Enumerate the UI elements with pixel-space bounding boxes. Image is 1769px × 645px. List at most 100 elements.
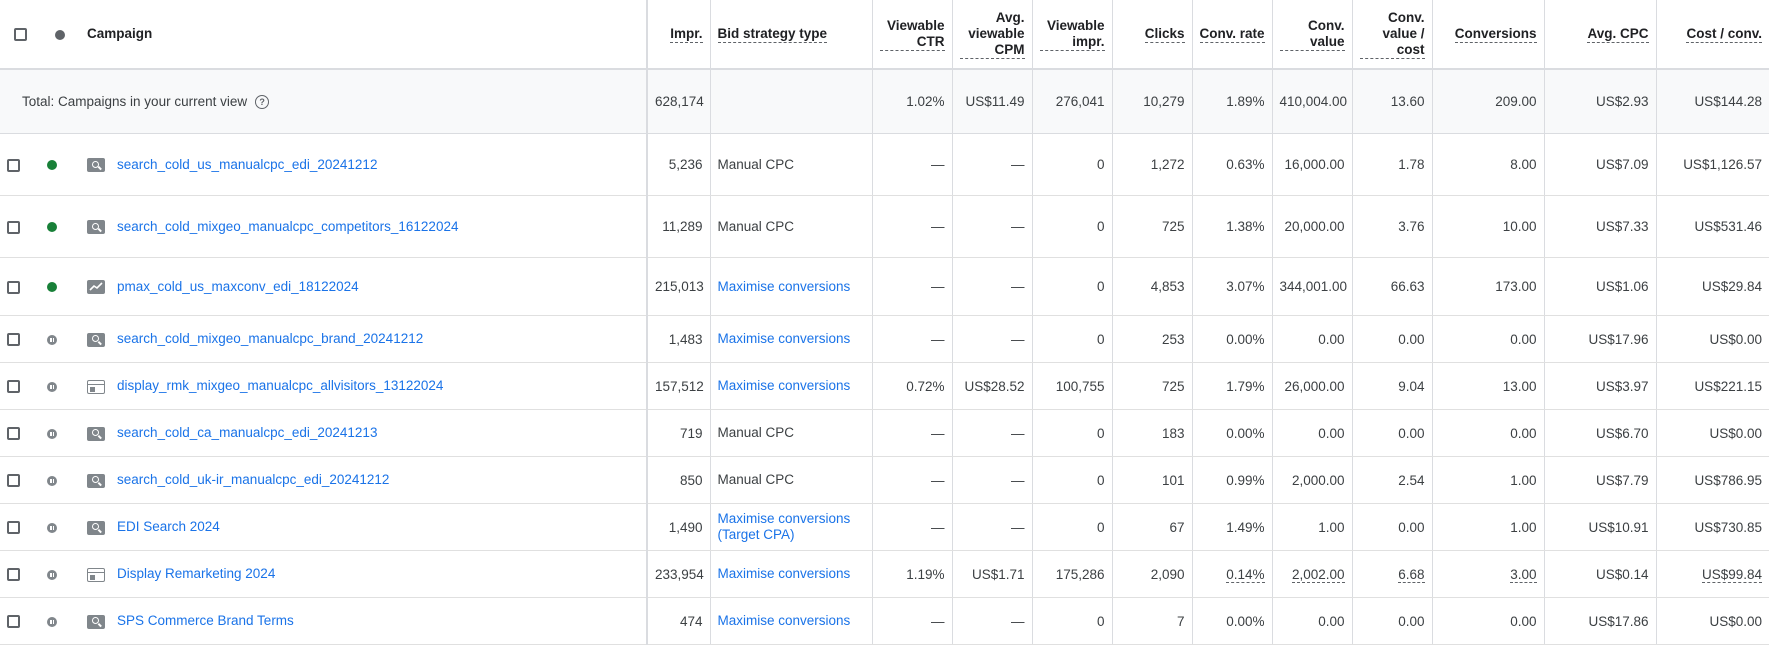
checkbox-icon[interactable] [7,427,20,441]
conv-value-cost-value[interactable]: 6.68 [1398,566,1425,583]
header-conv-value-cost[interactable]: Conv. value / cost [1352,0,1433,70]
row-bid-strategy[interactable]: Maximise conversions [710,597,873,645]
checkbox-icon[interactable] [7,158,20,172]
row-status[interactable] [40,409,80,457]
campaign-link[interactable]: EDI Search 2024 [117,519,220,535]
table-row[interactable]: SPS Commerce Brand Terms 474 Maximise conv… [0,597,1769,645]
row-bid-strategy[interactable]: Maximise conversions [710,362,873,410]
status-paused-icon[interactable] [47,381,57,392]
conv-rate-value[interactable]: 0.14% [1226,566,1265,583]
header-bid-strategy[interactable]: Bid strategy type [710,0,873,70]
header-viewable-ctr[interactable]: Viewable CTR [872,0,953,70]
row-status[interactable] [40,503,80,551]
checkbox-icon[interactable] [7,474,20,488]
table-row[interactable]: search_cold_mixgeo_manualcpc_brand_20241… [0,315,1769,363]
campaign-link[interactable]: display_rmk_mixgeo_manualcpc_allvisitors… [117,378,444,394]
table-row[interactable]: search_cold_mixgeo_manualcpc_competitors… [0,195,1769,258]
bid-strategy-text[interactable]: Maximise conversions (Target CPA) [717,511,851,542]
help-icon[interactable]: ? [255,95,270,110]
checkbox-icon[interactable] [7,615,20,629]
header-clicks[interactable]: Clicks [1112,0,1193,70]
checkbox-icon[interactable] [13,28,27,42]
header-status[interactable] [40,0,80,70]
header-campaign-label: Campaign [87,26,153,41]
header-cost-conv[interactable]: Cost / conv. [1656,0,1769,70]
row-select[interactable] [0,503,40,551]
row-select[interactable] [0,362,40,410]
status-paused-icon[interactable] [47,616,57,627]
status-enabled-icon[interactable] [47,222,57,233]
row-status[interactable] [40,133,80,196]
conv-value-value[interactable]: 2,002.00 [1291,566,1345,583]
row-status[interactable] [40,362,80,410]
table-row[interactable]: EDI Search 2024 1,490 Maximise conversions… [0,503,1769,551]
bid-strategy-text[interactable]: Maximise conversions [717,613,851,628]
status-paused-icon[interactable] [47,334,57,345]
table-row[interactable]: pmax_cold_us_maxconv_edi_18122024 215,013… [0,257,1769,316]
row-bid-strategy[interactable]: Maximise conversions [710,315,873,363]
bid-strategy-text[interactable]: Maximise conversions [717,331,851,346]
checkbox-icon[interactable] [7,380,20,394]
row-status[interactable] [40,315,80,363]
row-status[interactable] [40,257,80,316]
checkbox-icon[interactable] [7,280,20,294]
checkbox-icon[interactable] [7,521,20,535]
header-avg-viewable-cpm[interactable]: Avg. viewable CPM [952,0,1033,70]
bid-strategy-text[interactable]: Maximise conversions [717,566,851,581]
campaign-link[interactable]: pmax_cold_us_maxconv_edi_18122024 [117,278,359,294]
cost-conv-value[interactable]: US$99.84 [1701,566,1762,583]
row-select[interactable] [0,133,40,196]
checkbox-icon[interactable] [7,568,20,582]
header-conv-value-label: Conv. value [1279,18,1345,51]
status-paused-icon[interactable] [47,569,57,580]
row-campaign: EDI Search 2024 [80,503,648,551]
checkbox-icon[interactable] [7,333,20,347]
campaign-link[interactable]: search_cold_ca_manualcpc_edi_20241213 [117,425,378,441]
status-paused-icon[interactable] [47,428,57,439]
table-row[interactable]: Display Remarketing 2024 233,954 Maximise … [0,550,1769,598]
status-enabled-icon[interactable] [47,282,57,293]
header-campaign[interactable]: Campaign [80,0,648,70]
row-select[interactable] [0,315,40,363]
row-status[interactable] [40,195,80,258]
row-status[interactable] [40,597,80,645]
row-select[interactable] [0,257,40,316]
campaign-link[interactable]: SPS Commerce Brand Terms [117,613,294,629]
campaign-link[interactable]: Display Remarketing 2024 [117,566,276,582]
row-impr: 850 [647,456,711,504]
table-row[interactable]: display_rmk_mixgeo_manualcpc_allvisitors… [0,362,1769,410]
header-conversions[interactable]: Conversions [1432,0,1545,70]
campaign-link[interactable]: search_cold_mixgeo_manualcpc_brand_20241… [117,331,424,347]
row-status[interactable] [40,456,80,504]
row-avg-viewable-cpm: — [952,133,1033,196]
bid-strategy-text[interactable]: Maximise conversions [717,278,851,294]
row-select[interactable] [0,597,40,645]
row-bid-strategy[interactable]: Maximise conversions [710,550,873,598]
status-paused-icon[interactable] [47,522,57,533]
status-paused-icon[interactable] [47,475,57,486]
row-conv-value-cost: 66.63 [1352,257,1433,316]
header-viewable-impr[interactable]: Viewable impr. [1032,0,1113,70]
table-row[interactable]: search_cold_us_manualcpc_edi_20241212 5,2… [0,133,1769,196]
conversions-value[interactable]: 3.00 [1510,566,1537,583]
status-enabled-icon[interactable] [47,160,57,171]
row-select[interactable] [0,456,40,504]
bid-strategy-text[interactable]: Maximise conversions [717,378,851,393]
row-status[interactable] [40,550,80,598]
header-conv-rate[interactable]: Conv. rate [1192,0,1273,70]
header-avg-cpc[interactable]: Avg. CPC [1544,0,1657,70]
row-select[interactable] [0,195,40,258]
row-select[interactable] [0,550,40,598]
row-bid-strategy[interactable]: Maximise conversions [710,257,873,316]
row-select[interactable] [0,409,40,457]
header-select-all[interactable] [0,0,40,70]
checkbox-icon[interactable] [7,220,20,234]
header-conv-value[interactable]: Conv. value [1272,0,1353,70]
campaign-link[interactable]: search_cold_uk-ir_manualcpc_edi_20241212 [117,472,390,488]
table-row[interactable]: search_cold_uk-ir_manualcpc_edi_20241212… [0,456,1769,504]
campaign-link[interactable]: search_cold_mixgeo_manualcpc_competitors… [117,218,459,234]
table-row[interactable]: search_cold_ca_manualcpc_edi_20241213 719… [0,409,1769,457]
row-bid-strategy[interactable]: Maximise conversions (Target CPA) [710,503,873,551]
campaign-link[interactable]: search_cold_us_manualcpc_edi_20241212 [117,156,378,172]
header-impr[interactable]: Impr. [647,0,711,70]
